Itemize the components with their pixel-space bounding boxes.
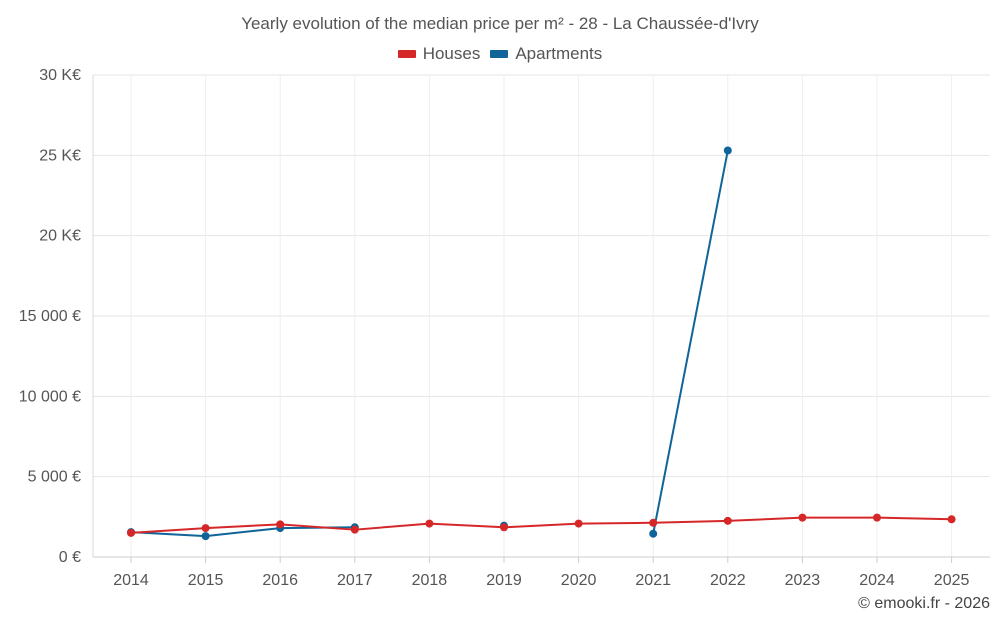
legend-label-apartments: Apartments bbox=[515, 44, 603, 63]
series-line-houses bbox=[428, 522, 505, 529]
x-tick-label: 2015 bbox=[188, 572, 224, 589]
data-point-apartments-2021 bbox=[649, 529, 658, 538]
y-tick-label: 15 000 € bbox=[19, 308, 81, 325]
data-point-apartments-2015 bbox=[201, 532, 210, 541]
data-point-houses-2023 bbox=[798, 513, 807, 522]
legend-swatch-houses bbox=[397, 50, 416, 58]
x-tick-label: 2014 bbox=[113, 572, 149, 589]
data-point-houses-2016 bbox=[276, 520, 285, 529]
data-point-houses-2017 bbox=[350, 525, 359, 534]
y-tick-label: 0 € bbox=[59, 549, 81, 566]
series-line-houses bbox=[130, 527, 207, 534]
data-point-houses-2015 bbox=[201, 524, 210, 533]
legend-swatch-apartments bbox=[490, 50, 509, 58]
series-line-houses bbox=[652, 519, 729, 524]
data-point-houses-2024 bbox=[873, 513, 881, 522]
series-line-houses bbox=[726, 516, 804, 522]
x-tick-label: 2023 bbox=[785, 572, 821, 589]
data-point-apartments-2022 bbox=[723, 146, 732, 155]
y-tick-label: 30 K€ bbox=[39, 67, 81, 84]
data-point-houses-2014 bbox=[127, 528, 135, 537]
data-point-houses-2025 bbox=[947, 515, 956, 524]
legend-label-houses: Houses bbox=[422, 44, 481, 63]
data-point-houses-2018 bbox=[425, 519, 434, 528]
y-tick-label: 10 000 € bbox=[19, 388, 81, 405]
legend-item-houses[interactable]: Houses bbox=[397, 44, 481, 64]
x-tick-label: 2022 bbox=[710, 572, 746, 589]
x-tick-label: 2019 bbox=[486, 572, 522, 589]
chart-legend: Houses Apartments bbox=[0, 44, 1000, 64]
x-tick-label: 2020 bbox=[561, 572, 597, 589]
series-line-apartments bbox=[652, 149, 729, 535]
x-tick-label: 2021 bbox=[635, 572, 671, 589]
copyright-text: © emooki.fr - 2026 bbox=[858, 595, 990, 612]
x-tick-label: 2018 bbox=[412, 572, 448, 589]
chart-title: Yearly evolution of the median price per… bbox=[241, 14, 759, 33]
x-tick-label: 2024 bbox=[859, 572, 895, 589]
series-line-houses bbox=[204, 523, 282, 530]
x-tick-label: 2025 bbox=[934, 572, 970, 589]
y-tick-label: 5 000 € bbox=[28, 469, 81, 486]
series-line-houses bbox=[577, 521, 655, 525]
series-line-houses bbox=[353, 522, 431, 531]
series-line-houses bbox=[279, 523, 356, 531]
data-point-houses-2020 bbox=[574, 519, 583, 528]
legend-item-apartments[interactable]: Apartments bbox=[490, 44, 602, 64]
data-point-houses-2022 bbox=[723, 516, 732, 525]
x-tick-label: 2016 bbox=[262, 572, 298, 589]
y-tick-label: 20 K€ bbox=[39, 228, 81, 245]
data-point-houses-2021 bbox=[649, 518, 658, 527]
series-line-houses bbox=[503, 522, 580, 529]
series-line-apartments bbox=[204, 527, 282, 538]
series-line-houses bbox=[876, 516, 953, 521]
x-tick-label: 2017 bbox=[337, 572, 373, 589]
y-tick-label: 25 K€ bbox=[39, 147, 81, 164]
data-point-houses-2019 bbox=[500, 523, 508, 532]
